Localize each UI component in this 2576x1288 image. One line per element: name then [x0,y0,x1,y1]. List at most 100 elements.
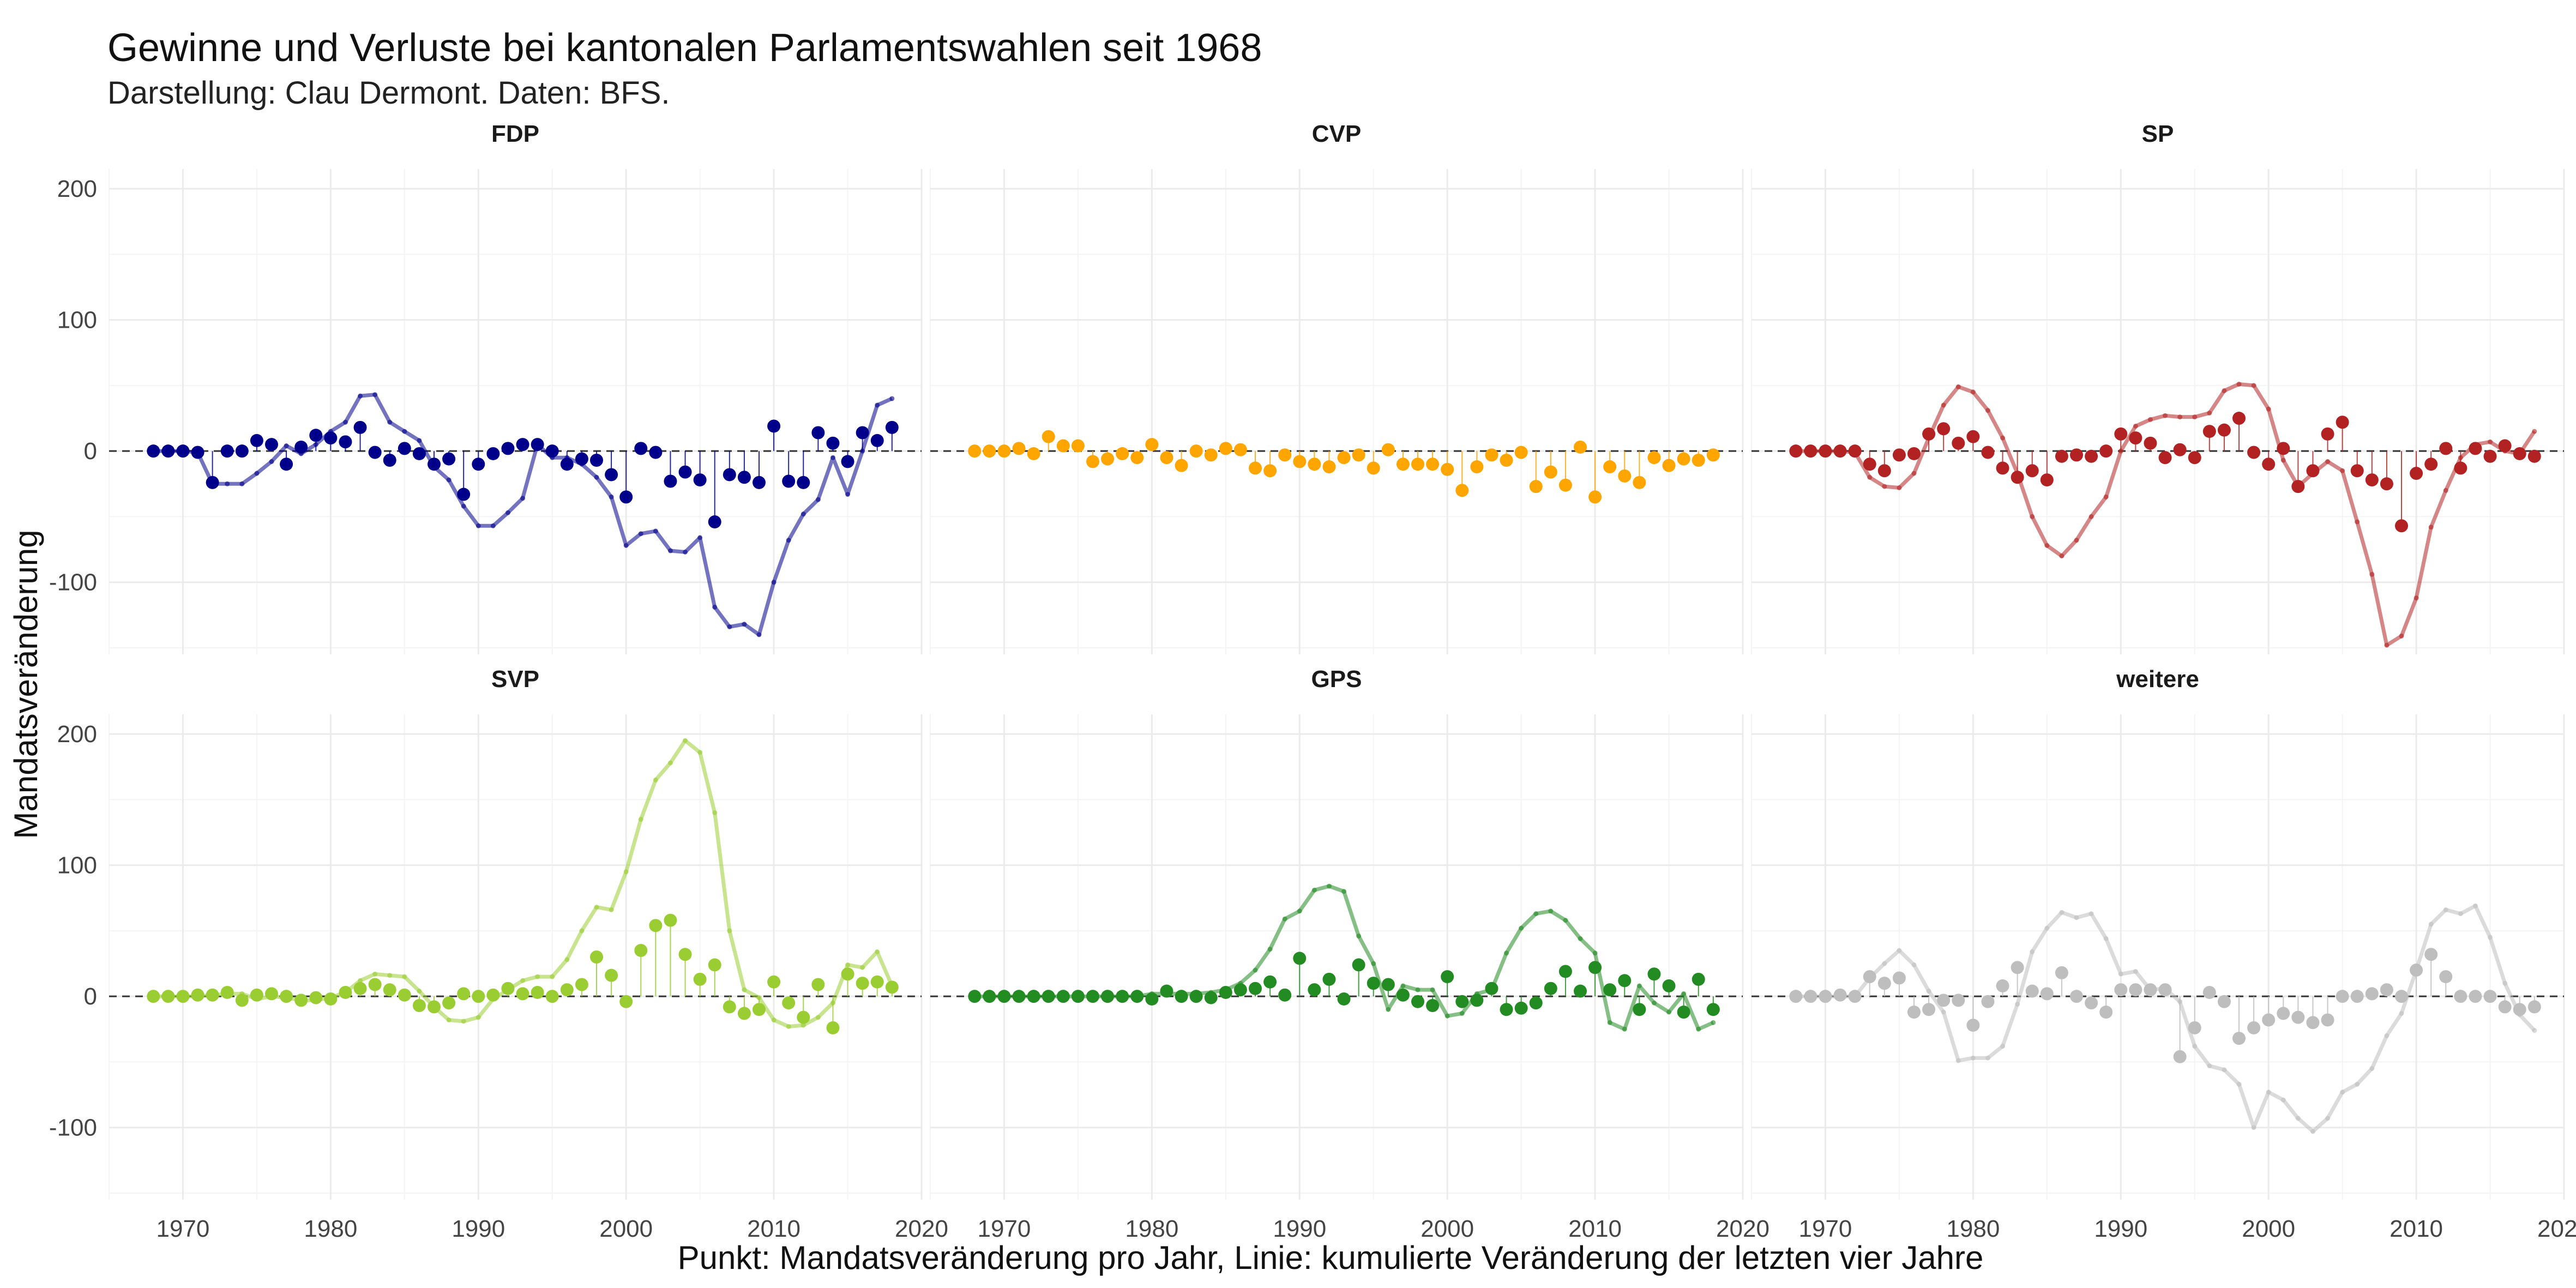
yearly-change-point [2469,442,2482,455]
cumulative-point [2280,458,2286,463]
facet-label: FDP [491,121,539,147]
x-tick-label: 2010 [2390,1215,2443,1242]
cumulative-point [476,523,481,528]
cumulative-point [830,455,835,460]
cumulative-point [1400,983,1406,989]
yearly-change-point [2144,436,2157,450]
yearly-change-point [2055,449,2068,463]
yearly-change-point [1966,1019,1980,1032]
cumulative-point [2384,1033,2390,1038]
cumulative-point [786,538,791,543]
cumulative-point [2147,417,2153,422]
yearly-change-point [1514,446,1528,459]
facet-panel-weitere: weitere 1970 1980 1990 2000 2010 2020 [1751,666,2576,1242]
yearly-change-point [2336,416,2349,429]
yearly-change-point [693,473,707,487]
cumulative-point [2325,1116,2331,1121]
yearly-change-point [206,988,219,1002]
yearly-change-point [678,948,692,961]
yearly-change-point [383,454,396,467]
yearly-change-point [545,444,559,458]
cumulative-point [2000,435,2006,441]
yearly-change-point [368,978,382,991]
yearly-change-point [516,987,529,1001]
y-axis-title: Mandatsveränderung [8,529,44,839]
cumulative-point [756,995,762,1001]
cumulative-point [446,1017,452,1022]
yearly-change-point [457,487,471,501]
yearly-change-point [1219,442,1232,455]
x-tick-label: 1980 [304,1215,357,1242]
cumulative-point [1430,987,1435,992]
yearly-change-point [1263,464,1277,478]
yearly-change-point [412,447,426,460]
yearly-change-point [2247,446,2261,459]
yearly-change-point [1012,442,1026,455]
cumulative-point [1882,961,1887,966]
cumulative-point [2443,907,2448,912]
yearly-change-point [1588,961,1602,974]
cumulative-line [153,393,893,637]
cumulative-point [2532,429,2537,434]
yearly-change-point [968,444,982,458]
cumulative-point [387,973,393,978]
yearly-change-point [2040,473,2054,487]
cumulative-point [1592,950,1598,956]
yearly-change-point [2011,471,2024,484]
cumulative-point [875,949,880,954]
yearly-change-point [294,994,308,1007]
yearly-change-point [1012,990,1026,1003]
cumulative-point [771,1017,777,1022]
cumulative-point [1459,1010,1465,1016]
yearly-change-point [265,438,278,452]
cumulative-point [2295,1116,2301,1121]
yearly-change-point [968,990,982,1003]
yearly-change-point [2040,987,2054,1001]
cumulative-point [2340,468,2345,473]
y-tick-label: 100 [57,307,97,334]
yearly-change-point [2365,473,2379,487]
yearly-change-point [1086,455,1099,468]
yearly-change-point [220,985,234,999]
yearly-change-point [856,426,869,440]
yearly-change-point [1381,978,1395,991]
facet-panel-fdp: FDP 200 100 0 -100 [49,121,923,654]
yearly-change-point [605,468,618,482]
yearly-change-point [1677,1006,1690,1019]
yearly-change-point [161,990,175,1003]
facet-panel-sp: SP [1751,121,2565,654]
yearly-change-point [1116,990,1129,1003]
cumulative-point [284,443,289,449]
cumulative-point [1253,967,1258,973]
yearly-change-point [1848,444,1862,458]
yearly-change-point [590,454,603,467]
y-tick-label: 100 [57,852,97,879]
cumulative-point [2044,543,2050,548]
yearly-change-point [1381,443,1395,456]
cumulative-point [1970,1055,1976,1061]
cumulative-point [579,928,585,934]
cumulative-point [2089,514,2094,519]
cumulative-point [742,987,747,992]
yearly-change-point [1819,990,1832,1003]
yearly-change-point [811,978,825,991]
yearly-change-point [1130,990,1144,1003]
cumulative-point [1897,948,1902,953]
yearly-change-point [2291,1010,2305,1024]
cumulative-point [2207,410,2212,416]
y-tick-label: -100 [49,569,97,596]
yearly-change-point [1603,460,1617,474]
cumulative-point [2384,642,2390,648]
yearly-change-point [2321,427,2334,441]
yearly-change-point [1981,995,1995,1008]
cumulative-point [1519,925,1524,931]
yearly-change-point [737,1007,751,1020]
yearly-change-point [678,465,692,479]
yearly-change-point [457,987,471,1001]
yearly-change-point [2129,431,2142,445]
yearly-change-point [428,1000,441,1014]
cumulative-line [1796,904,2536,1134]
yearly-change-point [1027,447,1040,460]
cumulative-point [2399,1010,2404,1016]
